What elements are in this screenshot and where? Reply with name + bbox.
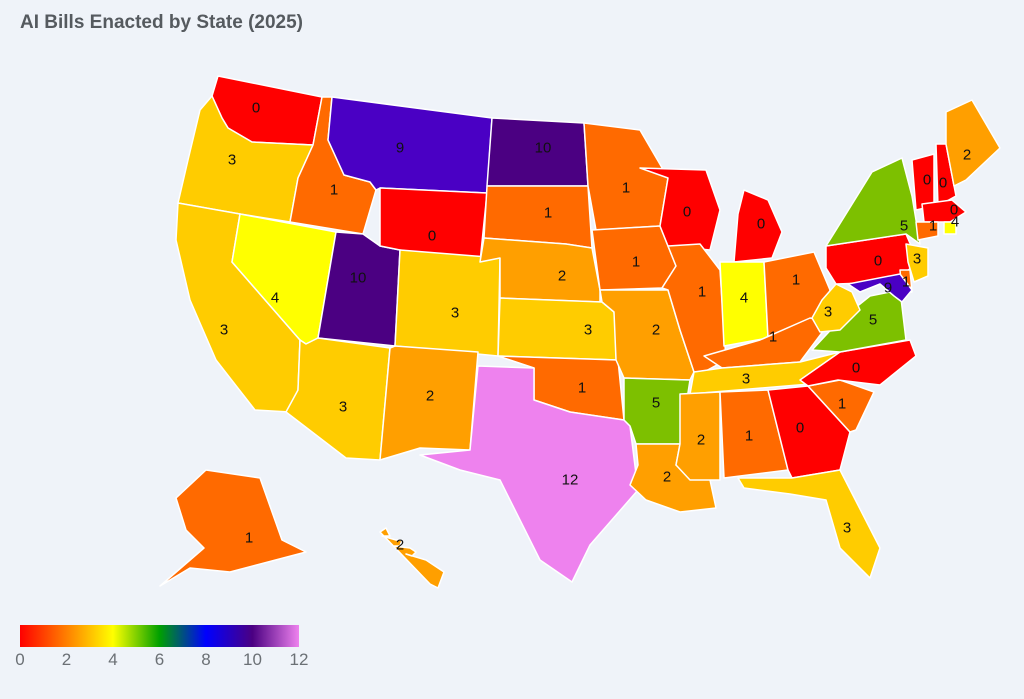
- state-value-ms: 2: [697, 432, 705, 449]
- state-value-or: 3: [228, 152, 236, 169]
- state-ct[interactable]: [915, 221, 939, 241]
- state-value-ca: 3: [220, 322, 228, 339]
- state-ny[interactable]: [825, 157, 921, 247]
- state-value-mo: 2: [652, 322, 660, 339]
- legend-tick-0: 0: [15, 650, 25, 669]
- legend-ticks: 0 2 4 6 8 10 12: [0, 650, 320, 672]
- state-value-ri: 4: [951, 214, 959, 231]
- state-value-il: 1: [698, 284, 706, 301]
- legend-tick-12: 12: [289, 650, 309, 669]
- state-value-sc: 1: [838, 396, 846, 413]
- legend-tick-4: 4: [108, 650, 118, 669]
- legend-tick-6: 6: [154, 650, 165, 669]
- state-value-nh: 0: [939, 175, 947, 192]
- state-value-vt: 0: [923, 172, 931, 189]
- state-value-ky: 1: [769, 329, 777, 346]
- state-ri[interactable]: [943, 221, 957, 235]
- legend-tick-10: 10: [243, 650, 262, 669]
- state-value-ma: 0: [950, 202, 958, 219]
- state-value-in: 4: [740, 290, 748, 307]
- state-co[interactable]: [394, 249, 501, 357]
- state-value-ut: 10: [350, 270, 367, 287]
- state-value-pa: 0: [874, 253, 882, 270]
- state-value-ne: 2: [558, 268, 566, 285]
- state-nh[interactable]: [935, 143, 957, 207]
- state-value-wi: 0: [683, 204, 691, 221]
- state-value-oh: 1: [792, 272, 800, 289]
- state-me[interactable]: [945, 99, 1001, 187]
- state-value-ga: 0: [796, 420, 804, 437]
- state-value-ny: 5: [900, 218, 908, 235]
- state-value-wy: 0: [428, 228, 436, 245]
- state-value-nm: 2: [426, 388, 434, 405]
- state-value-md: 9: [884, 280, 892, 297]
- state-wv[interactable]: [811, 283, 861, 333]
- state-tx[interactable]: [419, 365, 639, 583]
- state-ks[interactable]: [497, 297, 619, 361]
- state-value-id: 1: [330, 182, 338, 199]
- state-value-mn: 1: [622, 180, 630, 197]
- state-value-tx: 12: [562, 472, 579, 489]
- state-value-fl: 3: [843, 520, 851, 537]
- state-value-mt: 9: [396, 140, 404, 157]
- state-value-me: 2: [963, 147, 971, 164]
- legend-color-bar: [20, 625, 299, 647]
- state-value-tn: 3: [742, 371, 750, 388]
- state-nm[interactable]: [379, 345, 479, 461]
- state-value-la: 2: [663, 469, 671, 486]
- state-value-ok: 1: [578, 380, 586, 397]
- state-nj[interactable]: [905, 243, 929, 283]
- state-fl[interactable]: [737, 469, 881, 579]
- state-value-nc: 0: [852, 360, 860, 377]
- state-value-nv: 4: [271, 290, 279, 307]
- state-value-ks: 3: [584, 322, 592, 339]
- state-value-wv: 3: [824, 304, 832, 321]
- state-value-ct: 1: [929, 218, 937, 235]
- state-mn[interactable]: [583, 122, 669, 231]
- state-value-de: 1: [902, 274, 910, 291]
- state-value-wa: 0: [252, 100, 260, 117]
- state-value-nj: 3: [913, 251, 921, 268]
- state-hi[interactable]: [379, 527, 445, 589]
- state-value-al: 1: [745, 428, 753, 445]
- state-value-co: 3: [451, 305, 459, 322]
- state-value-va: 5: [869, 312, 877, 329]
- state-md[interactable]: [847, 273, 913, 303]
- state-value-ia: 1: [632, 254, 640, 271]
- map-title: AI Bills Enacted by State (2025): [20, 12, 303, 33]
- state-ak[interactable]: [159, 469, 307, 587]
- state-value-az: 3: [339, 399, 347, 416]
- state-ma[interactable]: [921, 199, 967, 223]
- state-value-nd: 10: [535, 140, 552, 157]
- state-value-mi: 0: [757, 216, 765, 233]
- state-value-ak: 1: [245, 530, 253, 547]
- legend-tick-8: 8: [201, 650, 211, 669]
- state-value-sd: 1: [544, 205, 552, 222]
- state-mi[interactable]: [733, 189, 783, 263]
- state-value-ar: 5: [652, 395, 660, 412]
- legend-tick-2: 2: [61, 650, 72, 669]
- state-value-hi: 2: [396, 537, 404, 554]
